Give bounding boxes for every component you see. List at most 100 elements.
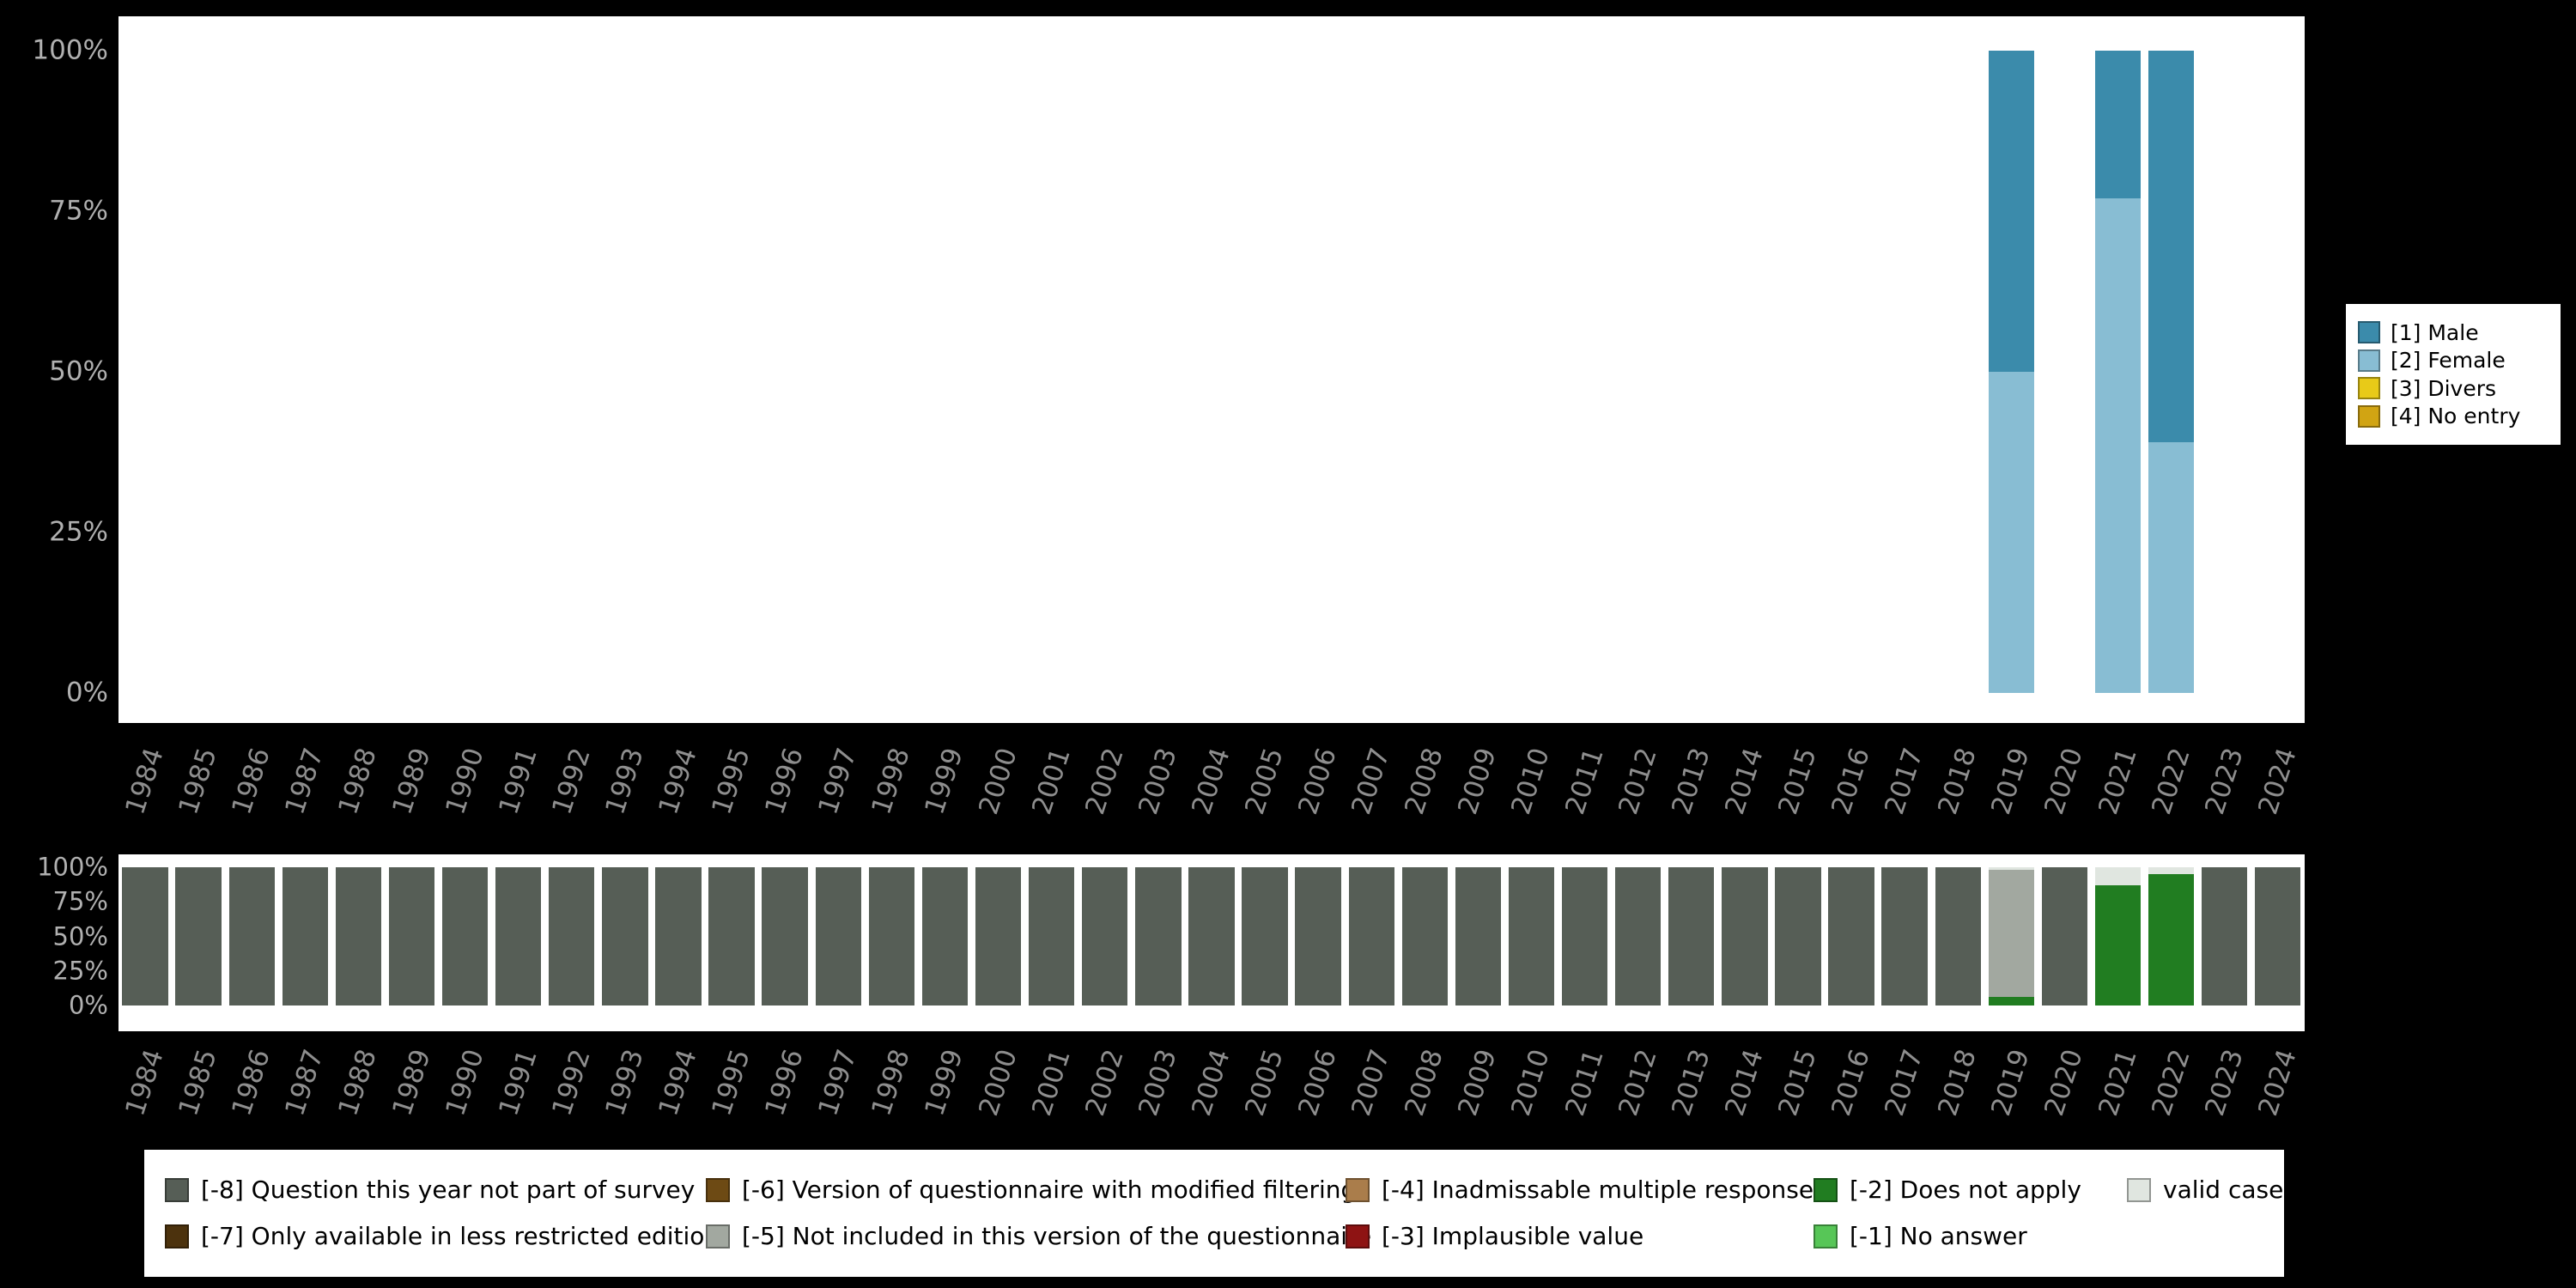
x-tick-label: 1987: [279, 1045, 331, 1120]
bar-slot-2017: [1878, 51, 1931, 693]
legend-swatch: [706, 1224, 730, 1249]
bar-2019: [1988, 51, 2035, 693]
bar-slot-1996: [758, 867, 811, 1005]
x-tick-label: 2001: [1025, 1045, 1077, 1120]
x-tick-label: 2007: [1346, 744, 1397, 818]
bar-segment: [762, 867, 808, 1005]
bar-slot-1996: [758, 51, 811, 693]
legend-item: [1] Male: [2358, 319, 2549, 345]
x-tick-slot: 2015: [1771, 1035, 1825, 1131]
top-x-axis: 1984 1985 1986 1987 1988 1989 1990 1991 1992 1993…: [118, 732, 2305, 830]
bar-segment: [815, 867, 861, 1005]
bar-segment: [441, 867, 489, 1005]
bar-segment: [1348, 867, 1394, 1005]
bar-slot-1991: [492, 51, 545, 693]
x-tick-label: 2022: [2145, 1045, 2196, 1120]
bar-segment: [388, 867, 435, 1005]
legend-item: [-5] Not included in this version of the…: [706, 1224, 1371, 1249]
bar-slot-2021: [2091, 51, 2144, 693]
bar-segment: [1988, 867, 2035, 871]
x-tick-label: 1992: [546, 1045, 597, 1120]
x-tick-slot: 2020: [2038, 732, 2091, 830]
x-tick-label: 1990: [439, 744, 490, 818]
x-tick-label: 1993: [599, 744, 650, 818]
x-tick-label: 2019: [1985, 744, 2037, 818]
x-tick-label: 1989: [386, 1045, 437, 1120]
bar-slot-2023: [2198, 51, 2251, 693]
top-plot-area: [118, 16, 2305, 723]
bar-1997: [815, 867, 861, 1005]
x-tick-slot: 2013: [1665, 1035, 1718, 1131]
x-tick-slot: 2005: [1238, 1035, 1291, 1131]
bar-segment: [1028, 867, 1075, 1005]
bar-slot-2015: [1771, 51, 1825, 693]
bar-2016: [1828, 867, 1874, 1005]
y-tick-label: 25%: [49, 516, 108, 548]
bar-segment: [549, 867, 595, 1005]
bar-slot-1991: [492, 867, 545, 1005]
x-tick-label: 2000: [972, 1045, 1024, 1120]
legend-item: [-3] Implausible value: [1346, 1224, 1814, 1249]
bar-slot-2011: [1558, 51, 1612, 693]
x-tick-slot: 2000: [972, 732, 1025, 830]
bar-2012: [1614, 867, 1662, 1005]
bar-segment: [1508, 867, 1555, 1005]
y-tick-label: 50%: [49, 355, 108, 387]
y-tick-label: 100%: [32, 34, 108, 66]
bar-2002: [1082, 867, 1128, 1005]
x-tick-label: 2004: [1186, 1045, 1236, 1120]
x-tick-slot: 2016: [1825, 732, 1878, 830]
bar-slot-2013: [1665, 51, 1718, 693]
x-tick-label: 2015: [1772, 1045, 1823, 1120]
x-tick-slot: 2019: [1984, 1035, 2038, 1131]
x-tick-slot: 1986: [225, 732, 278, 830]
x-tick-slot: 1992: [545, 1035, 598, 1131]
x-tick-label: 2000: [972, 744, 1024, 818]
x-tick-label: 1998: [866, 1045, 917, 1120]
bar-slot-2018: [1931, 51, 1984, 693]
y-tick-label: 25%: [52, 956, 108, 986]
x-tick-slot: 1994: [652, 732, 705, 830]
bar-segment: [975, 867, 1022, 1005]
bar-1990: [441, 867, 489, 1005]
bar-slot-1994: [652, 51, 705, 693]
x-tick-label: 1991: [492, 744, 544, 818]
x-tick-label: 2018: [1932, 1045, 1984, 1120]
bar-slot-1992: [545, 51, 598, 693]
bar-slot-1985: [172, 867, 225, 1005]
x-tick-slot: 2006: [1291, 732, 1345, 830]
bar-2014: [1722, 867, 1768, 1005]
bar-1992: [549, 867, 595, 1005]
bar-slot-2006: [1291, 51, 1345, 693]
legend-item: [-2] Does not apply: [1814, 1178, 2127, 1202]
x-tick-slot: 2023: [2198, 732, 2251, 830]
bar-2017: [1881, 867, 1928, 1005]
bar-slot-1989: [385, 867, 438, 1005]
x-tick-label: 2018: [1932, 744, 1984, 818]
x-tick-label: 2010: [1505, 744, 1557, 818]
x-tick-slot: 1994: [652, 1035, 705, 1131]
x-tick-slot: 2007: [1345, 1035, 1398, 1131]
legend-label: [-8] Question this year not part of surv…: [201, 1176, 696, 1204]
x-tick-slot: 1987: [278, 732, 331, 830]
x-tick-label: 2008: [1399, 1045, 1450, 1120]
x-tick-slot: 2023: [2198, 1035, 2251, 1131]
x-tick-label: 2013: [1665, 744, 1716, 818]
bottom-bars: [118, 867, 2305, 1005]
x-tick-label: 1995: [706, 744, 756, 818]
x-tick-label: 2014: [1719, 1045, 1770, 1120]
bar-slot-1987: [278, 867, 331, 1005]
legend-swatch: [706, 1178, 730, 1202]
legend-label: [-1] No answer: [1850, 1222, 2027, 1250]
x-tick-slot: 1988: [331, 732, 385, 830]
bar-1995: [708, 867, 755, 1005]
x-tick-label: 2022: [2145, 744, 2196, 818]
legend-item: [-8] Question this year not part of surv…: [165, 1178, 706, 1202]
bar-slot-2024: [2251, 867, 2305, 1005]
x-tick-label: 2016: [1826, 1045, 1876, 1120]
x-tick-label: 2003: [1133, 744, 1183, 818]
x-tick-label: 1999: [919, 1045, 970, 1120]
bottom-x-axis: 1984 1985 1986 1987 1988 1989 1990 1991 1992 1993…: [118, 1035, 2305, 1131]
x-tick-label: 2001: [1025, 744, 1077, 818]
x-tick-slot: 1984: [118, 1035, 172, 1131]
